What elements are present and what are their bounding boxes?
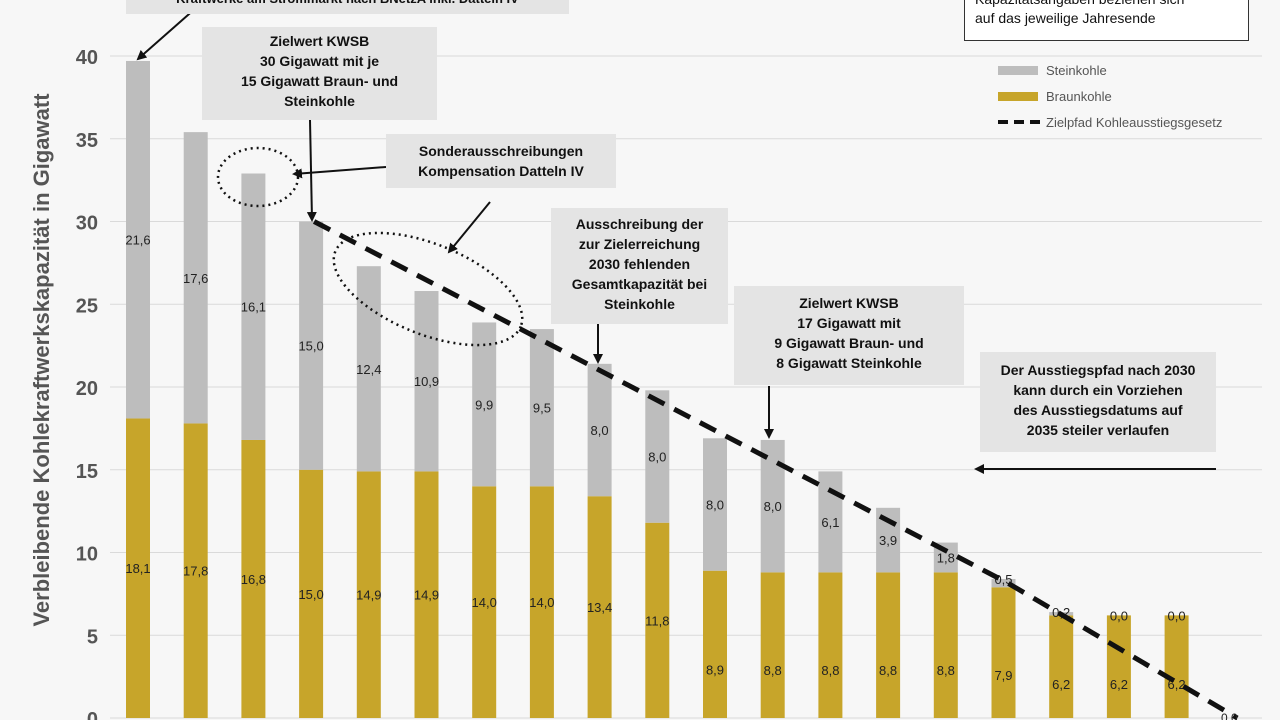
y-tick-label-30: 30 — [76, 213, 98, 235]
bar-braunkohle-15 — [991, 587, 1016, 718]
annotation-kwsb-17gw: Zielwert KWSB 17 Gigawatt mit 9 Gigawatt… — [734, 286, 964, 385]
data-label-steinkohle-0: 21,6 — [125, 233, 150, 248]
data-label-steinkohle-12: 6,1 — [821, 515, 839, 530]
data-label-steinkohle-2: 16,1 — [241, 300, 266, 315]
bar-braunkohle-5 — [414, 471, 439, 718]
data-label-steinkohle-11: 8,0 — [764, 499, 782, 514]
bar-braunkohle-9 — [645, 522, 670, 718]
bar-steinkohle-7 — [529, 329, 554, 487]
data-label-steinkohle-18: 0,0 — [1168, 608, 1186, 623]
y-tick-label-40: 40 — [76, 47, 98, 69]
data-label-steinkohle-9: 8,0 — [648, 450, 666, 465]
data-label-steinkohle-13: 3,9 — [879, 533, 897, 548]
bar-braunkohle-8 — [587, 496, 612, 718]
note-year-end: Kapazitätsangaben beziehen sich auf das … — [964, 0, 1249, 41]
annotation-ausschreibung-2030: Ausschreibung der zur Zielerreichung 203… — [551, 208, 728, 324]
data-label-steinkohle-17: 0,0 — [1110, 608, 1128, 623]
data-label-braunkohle-16: 6,2 — [1052, 677, 1070, 692]
annotation-ausstiegspfad: Der Ausstiegspfad nach 2030 kann durch e… — [980, 352, 1216, 452]
data-label-braunkohle-11: 8,8 — [764, 663, 782, 678]
series-zielpfad-line — [312, 219, 1239, 720]
legend-label-zielpfad: Zielpfad Kohleausstiegsgesetz — [1046, 115, 1222, 130]
source-annotation: Kraftwerke am Strommarkt nach BNetzA ink… — [126, 0, 569, 14]
bar-braunkohle-6 — [472, 486, 497, 718]
data-label-braunkohle-9: 11,8 — [645, 613, 669, 628]
data-label-steinkohle-3: 15,0 — [298, 339, 323, 354]
bar-steinkohle-15 — [991, 578, 1016, 588]
bar-steinkohle-6 — [472, 322, 497, 487]
bar-steinkohle-3 — [299, 221, 324, 470]
data-label-braunkohle-5: 14,9 — [414, 588, 439, 603]
data-label-steinkohle-5: 10,9 — [414, 374, 439, 389]
arrow-sonder-ellipse-1 — [292, 166, 387, 179]
data-label-braunkohle-14: 8,8 — [937, 663, 955, 678]
y-tick-label-25: 25 — [76, 295, 98, 317]
bar-steinkohle-9 — [645, 390, 670, 523]
bar-braunkohle-18 — [1164, 615, 1189, 718]
data-label-zielpfad-end: 0,0 — [1221, 711, 1238, 720]
data-label-braunkohle-10: 8,9 — [706, 662, 724, 677]
y-axis-label: Verbleibende Kohlekraftwerkskapazität in… — [29, 93, 54, 627]
data-label-steinkohle-14: 1,8 — [937, 550, 955, 565]
legend-label-steinkohle: Steinkohle — [1046, 63, 1107, 78]
y-tick-label-10: 10 — [76, 544, 98, 566]
bar-braunkohle-0 — [126, 418, 150, 718]
bar-braunkohle-4 — [356, 471, 381, 718]
y-tick-label-20: 20 — [76, 378, 98, 400]
data-label-steinkohle-10: 8,0 — [706, 498, 724, 513]
data-label-braunkohle-2: 16,8 — [241, 572, 266, 587]
bar-braunkohle-7 — [529, 486, 554, 718]
data-label-braunkohle-13: 8,8 — [879, 663, 897, 678]
data-label-braunkohle-4: 14,9 — [356, 588, 381, 603]
legend-swatch-braunkohle — [998, 92, 1038, 101]
data-label-steinkohle-8: 8,0 — [591, 423, 609, 438]
data-label-braunkohle-12: 8,8 — [821, 663, 839, 678]
data-label-braunkohle-17: 6,2 — [1110, 677, 1128, 692]
bar-braunkohle-16 — [1049, 615, 1074, 718]
data-label-braunkohle-6: 14,0 — [472, 595, 497, 610]
bar-braunkohle-2 — [241, 439, 266, 718]
bar-braunkohle-3 — [299, 469, 324, 718]
bar-steinkohle-10 — [703, 438, 727, 571]
data-label-braunkohle-0: 18,1 — [125, 561, 150, 576]
bar-steinkohle-5 — [414, 291, 439, 472]
y-tick-label-15: 15 — [76, 461, 98, 483]
bar-steinkohle-2 — [241, 173, 266, 440]
arrow-kwsb-30gw — [306, 119, 317, 222]
y-tick-label-35: 35 — [76, 130, 98, 152]
bar-braunkohle-13 — [876, 572, 901, 718]
ellipse-datteln-2 — [332, 231, 524, 347]
bar-braunkohle-17 — [1106, 615, 1131, 718]
arrow-sonder-ellipse-2 — [447, 201, 491, 254]
data-label-braunkohle-7: 14,0 — [529, 595, 554, 610]
bar-steinkohle-1 — [183, 132, 208, 424]
legend-label-braunkohle: Braunkohle — [1046, 89, 1112, 104]
annotation-kwsb-30gw: Zielwert KWSB 30 Gigawatt mit je 15 Giga… — [202, 27, 437, 120]
bar-braunkohle-10 — [703, 570, 727, 718]
bar-braunkohle-12 — [818, 572, 843, 718]
bar-braunkohle-14 — [933, 572, 958, 718]
data-label-braunkohle-8: 13,4 — [587, 600, 612, 615]
y-tick-label-0: 0 — [87, 709, 98, 720]
bar-steinkohle-0 — [126, 60, 150, 419]
bar-braunkohle-1 — [183, 423, 208, 718]
y-tick-label-5: 5 — [87, 626, 98, 648]
data-label-steinkohle-6: 9,9 — [475, 397, 493, 412]
annotation-sonderausschreibungen: Sonderausschreibungen Kompensation Datte… — [386, 134, 616, 188]
data-label-steinkohle-4: 12,4 — [356, 362, 381, 377]
bar-braunkohle-11 — [760, 572, 785, 718]
bar-steinkohle-4 — [356, 266, 381, 472]
data-label-braunkohle-15: 7,9 — [994, 668, 1012, 683]
bar-steinkohle-8 — [587, 363, 612, 497]
data-label-braunkohle-1: 17,8 — [183, 564, 208, 579]
data-label-steinkohle-1: 17,6 — [183, 271, 208, 286]
data-label-steinkohle-7: 9,5 — [533, 401, 551, 416]
legend-swatch-steinkohle — [998, 66, 1038, 75]
data-label-braunkohle-3: 15,0 — [298, 587, 323, 602]
